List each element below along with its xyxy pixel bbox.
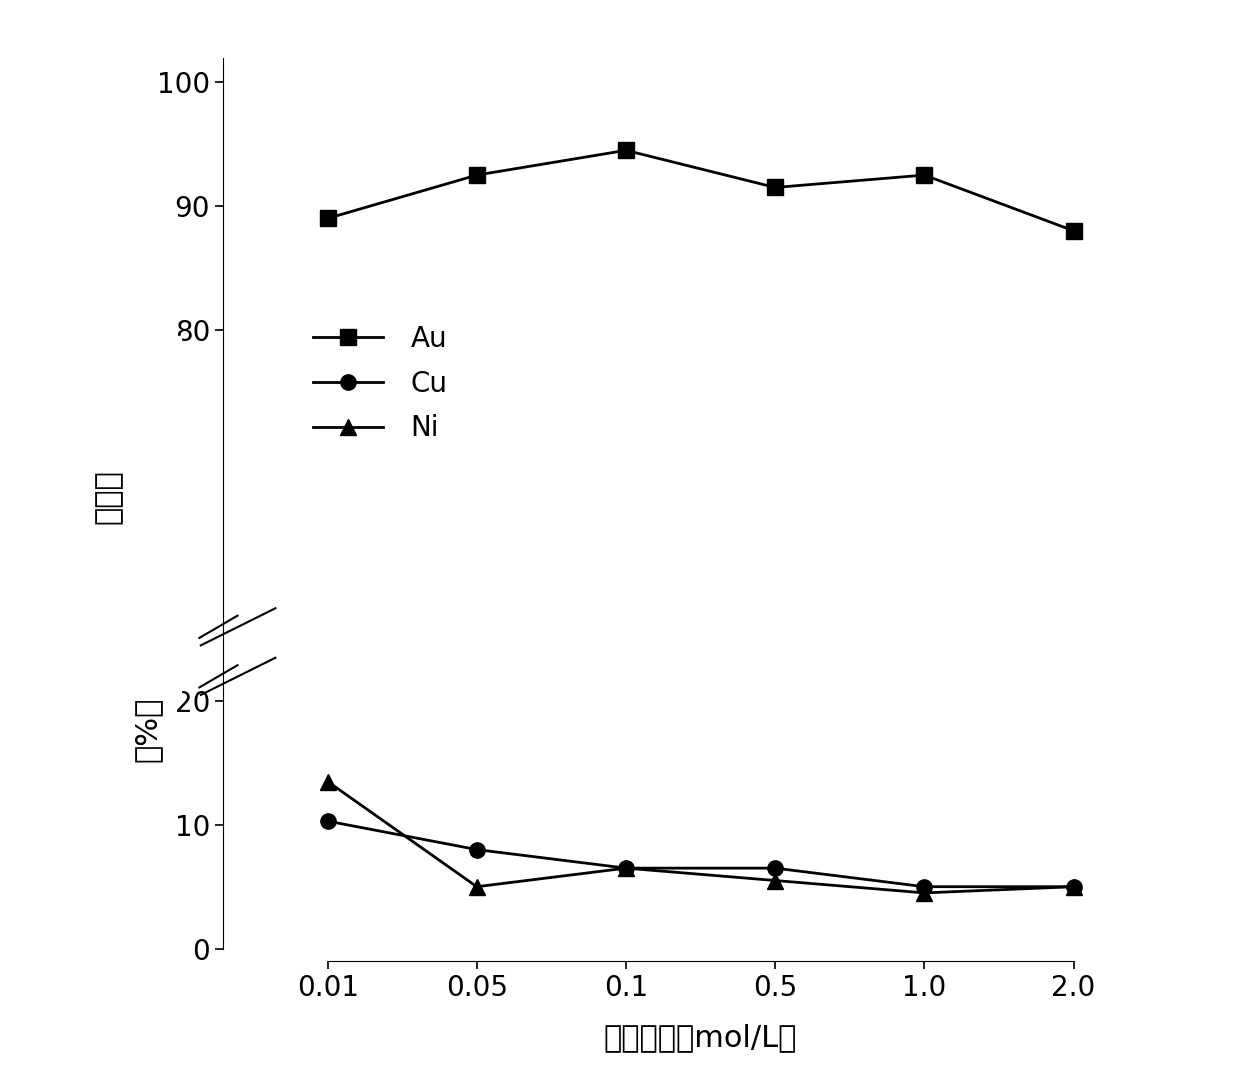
Ni [1066,880,1081,893]
Ni [768,874,782,887]
Cu [320,815,335,828]
Cu [1066,880,1081,893]
Legend: Au, Cu, Ni: Au, Cu, Ni [314,325,448,442]
Line: Cu: Cu [320,814,1081,894]
Bar [176,336,181,695]
Cu [619,862,634,875]
Ni [619,862,634,875]
Au [619,144,634,157]
X-axis label: 盐酸浓度（mol/L）: 盐酸浓度（mol/L） [604,1023,797,1052]
Ni [916,887,931,900]
Au [916,168,931,181]
Text: （%）: （%） [133,697,161,761]
Ni [470,880,485,893]
Cu [916,880,931,893]
Text: 吸附率: 吸附率 [94,470,123,524]
Au [768,181,782,194]
Cu [470,843,485,856]
Cu [768,862,782,875]
Au [320,212,335,225]
Line: Au: Au [320,143,1081,238]
Au [470,168,485,181]
Ni [320,775,335,788]
Au [1066,224,1081,237]
Line: Ni: Ni [320,774,1081,901]
